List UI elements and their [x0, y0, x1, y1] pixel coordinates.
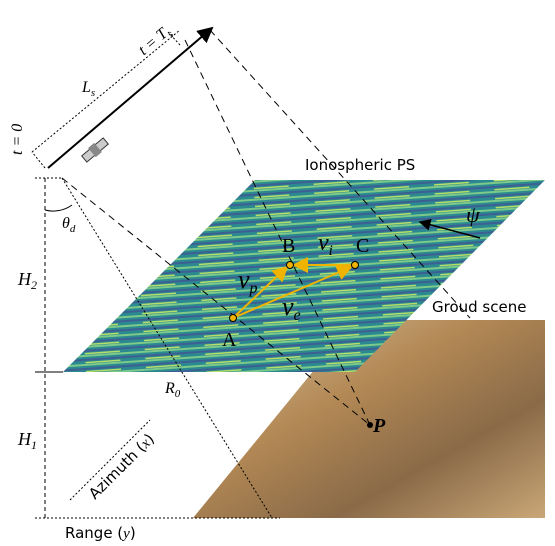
label: H1 — [17, 429, 37, 452]
label: Azimuth (x) — [85, 430, 158, 503]
label: t = 0 — [9, 124, 26, 155]
label: ψ — [466, 202, 480, 227]
label: θd — [62, 215, 76, 235]
label: Ls — [81, 79, 95, 99]
point-label: P — [372, 415, 386, 437]
satellite — [80, 136, 109, 163]
label: Ionospheric PS — [305, 156, 415, 174]
track — [48, 28, 212, 168]
label: R0 — [164, 380, 181, 400]
point-label: B — [282, 235, 295, 257]
point-label: C — [356, 235, 369, 257]
angle-arc — [45, 205, 72, 211]
point-label: A — [222, 329, 237, 351]
tick — [32, 152, 45, 168]
label: Range (y) — [65, 524, 136, 542]
point — [287, 262, 294, 269]
label: Groud scene — [432, 298, 526, 316]
label: H2 — [17, 269, 37, 292]
label: t = Ts — [135, 22, 176, 61]
diagram: t = Ts Ls t = 0 Ionospheric PS θd H2 H1 … — [0, 0, 555, 546]
point — [352, 262, 359, 269]
point — [230, 315, 237, 322]
